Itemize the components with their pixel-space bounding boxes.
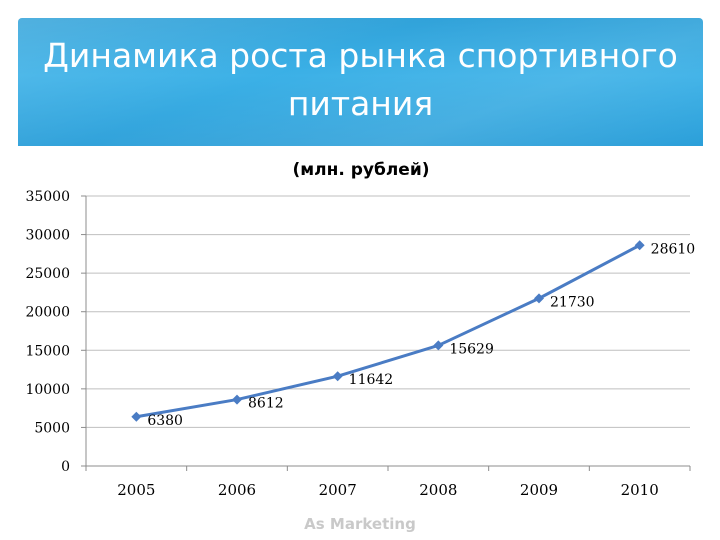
y-tick-label: 15000: [25, 343, 70, 359]
data-point-marker: [131, 411, 142, 422]
x-tick-label: 2007: [319, 481, 357, 499]
y-tick-label: 5000: [34, 420, 70, 436]
x-tick-label: 2009: [520, 481, 558, 499]
data-label: 6380: [147, 413, 183, 429]
data-label: 21730: [550, 294, 595, 310]
data-point-marker: [332, 371, 343, 382]
slide-title: Динамика роста рынка спортивного питания: [43, 36, 678, 123]
y-tick-label: 25000: [25, 266, 70, 282]
data-point-marker: [433, 340, 444, 351]
data-point-marker: [232, 394, 242, 405]
x-tick-label: 2006: [218, 481, 256, 499]
y-tick-label: 35000: [25, 189, 70, 205]
y-tick-label: 20000: [25, 305, 70, 321]
footer-watermark: As Marketing: [304, 515, 416, 533]
y-axis-ticks: 0 5000 10000 15000 20000 25000 30000 35000: [25, 189, 86, 475]
title-banner: Динамика роста рынка спортивного питания: [18, 18, 703, 146]
data-label: 8612: [248, 396, 284, 412]
chart-title: (млн. рублей): [292, 160, 429, 180]
x-axis-ticks: 2005 2006 2007 2008 2009 2010: [85, 466, 691, 499]
data-label: 28610: [651, 241, 696, 257]
series-group: [131, 240, 645, 422]
y-tick-label: 30000: [25, 228, 70, 244]
x-tick-label: 2005: [117, 481, 155, 499]
gridlines: [86, 195, 690, 428]
data-point-marker: [634, 240, 645, 251]
data-labels: 6380 8612 11642 15629 21730 28610: [147, 241, 695, 428]
series-line: [136, 243, 641, 419]
y-tick-label: 0: [61, 459, 70, 475]
data-label: 11642: [349, 372, 394, 388]
data-label: 15629: [449, 341, 494, 357]
x-tick-label: 2010: [621, 481, 659, 499]
x-tick-label: 2008: [419, 481, 457, 499]
banner-shine: [18, 18, 703, 146]
y-tick-label: 10000: [25, 382, 70, 398]
data-point-marker: [534, 293, 544, 304]
